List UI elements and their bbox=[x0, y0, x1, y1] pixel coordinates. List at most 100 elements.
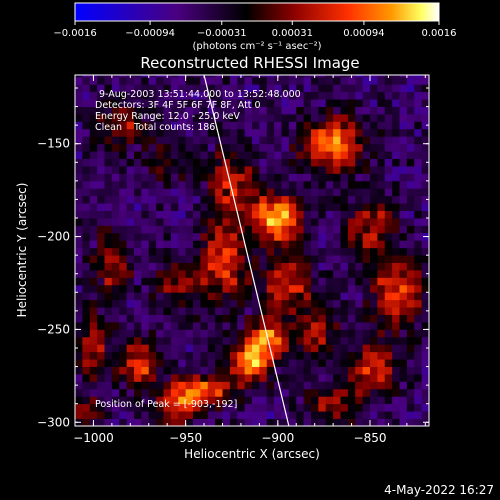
heatmap-cell bbox=[111, 84, 120, 93]
heatmap-cell bbox=[104, 396, 113, 405]
heatmap-cell bbox=[104, 121, 113, 130]
heatmap-cell bbox=[134, 359, 142, 367]
heatmap-cell bbox=[296, 329, 305, 338]
heatmap-cell bbox=[421, 247, 429, 256]
heatmap-cell bbox=[82, 270, 91, 278]
heatmap-cell bbox=[318, 359, 327, 367]
heatmap-cell bbox=[303, 195, 312, 204]
heatmap-cell bbox=[259, 136, 268, 145]
heatmap-cell bbox=[141, 166, 150, 174]
heatmap-cell bbox=[185, 255, 194, 263]
heatmap-cell bbox=[392, 188, 400, 197]
heatmap-cell bbox=[303, 284, 312, 293]
heatmap-cell bbox=[193, 188, 201, 197]
heatmap-cell bbox=[178, 388, 187, 397]
heatmap-cell bbox=[296, 344, 305, 353]
heatmap-cell bbox=[392, 262, 400, 271]
heatmap-cell bbox=[355, 247, 364, 256]
heatmap-cell bbox=[288, 121, 297, 130]
heatmap-cell bbox=[185, 292, 194, 301]
heatmap-cell bbox=[193, 106, 201, 115]
heatmap-cell bbox=[318, 284, 327, 293]
heatmap-cell bbox=[355, 225, 364, 234]
heatmap-cell bbox=[311, 307, 319, 315]
heatmap-cell bbox=[406, 180, 415, 189]
heatmap-cell bbox=[311, 218, 319, 226]
heatmap-cell bbox=[185, 136, 194, 145]
heatmap-cell bbox=[170, 351, 179, 360]
heatmap-cell bbox=[126, 188, 135, 197]
heatmap-cell bbox=[82, 359, 91, 367]
heatmap-cell bbox=[377, 418, 386, 426]
heatmap-cell bbox=[82, 374, 91, 382]
heatmap-cell bbox=[384, 247, 393, 256]
heatmap-cell bbox=[252, 322, 260, 330]
heatmap-cell bbox=[266, 322, 275, 330]
heatmap-cell bbox=[288, 232, 297, 241]
heatmap-cell bbox=[421, 158, 429, 167]
heatmap-cell bbox=[134, 284, 142, 293]
heatmap-cell bbox=[222, 106, 231, 115]
heatmap-cell bbox=[178, 151, 187, 159]
heatmap-cell bbox=[362, 143, 371, 152]
heatmap-cell bbox=[75, 284, 83, 293]
heatmap-cell bbox=[399, 262, 408, 271]
heatmap-cell bbox=[111, 180, 120, 189]
heatmap-cell bbox=[89, 195, 98, 204]
heatmap-cell bbox=[178, 329, 187, 338]
heatmap-cell bbox=[244, 322, 253, 330]
heatmap-cell bbox=[347, 143, 356, 152]
heatmap-cell bbox=[384, 76, 393, 85]
heatmap-cell bbox=[185, 180, 194, 189]
heatmap-cell bbox=[296, 195, 305, 204]
heatmap-cell bbox=[215, 418, 223, 426]
heatmap-cell bbox=[141, 396, 150, 405]
heatmap-cell bbox=[200, 84, 209, 93]
heatmap-cell bbox=[222, 203, 231, 211]
heatmap-cell bbox=[185, 381, 194, 390]
heatmap-cell bbox=[325, 284, 334, 293]
heatmap-cell bbox=[370, 262, 378, 271]
heatmap-cell bbox=[266, 99, 275, 107]
heatmap-cell bbox=[178, 232, 187, 241]
heatmap-cell bbox=[229, 381, 238, 390]
heatmap-cell bbox=[119, 99, 128, 107]
heatmap-cell bbox=[141, 336, 150, 345]
heatmap-cell bbox=[104, 344, 113, 353]
heatmap-cell bbox=[215, 344, 223, 353]
heatmap-cell bbox=[296, 114, 305, 122]
heatmap-cell bbox=[178, 418, 187, 426]
heatmap-cell bbox=[274, 203, 282, 211]
heatmap-cell bbox=[207, 91, 216, 100]
y-axis-ticks: −300−250−200−150 bbox=[37, 87, 429, 429]
heatmap-cell bbox=[89, 232, 98, 241]
heatmap-cell bbox=[347, 240, 356, 249]
heatmap-cell bbox=[377, 188, 386, 197]
heatmap-cell bbox=[89, 173, 98, 182]
heatmap-cell bbox=[399, 151, 408, 159]
heatmap-cell bbox=[303, 247, 312, 256]
heatmap-cell bbox=[244, 329, 253, 338]
heatmap-cell bbox=[185, 388, 194, 397]
heatmap-cell bbox=[384, 322, 393, 330]
heatmap-cell bbox=[148, 381, 157, 390]
heatmap-cell bbox=[362, 158, 371, 167]
heatmap-cell bbox=[311, 418, 319, 426]
heatmap-cell bbox=[170, 121, 179, 130]
heatmap-cell bbox=[303, 210, 312, 219]
heatmap-cell bbox=[141, 75, 150, 78]
heatmap-cell bbox=[111, 75, 120, 78]
heatmap-cell bbox=[311, 225, 319, 234]
heatmap-cell bbox=[178, 366, 187, 375]
heatmap-cell bbox=[421, 99, 429, 107]
heatmap-cell bbox=[200, 218, 209, 226]
heatmap-cell bbox=[414, 299, 423, 308]
heatmap-cell bbox=[97, 114, 105, 122]
heatmap-cell bbox=[259, 277, 268, 286]
heatmap-cell bbox=[347, 381, 356, 390]
heatmap-cell bbox=[163, 411, 172, 419]
heatmap-cell bbox=[333, 381, 341, 390]
heatmap-cell bbox=[229, 143, 238, 152]
heatmap-cell bbox=[163, 210, 172, 219]
heatmap-cell bbox=[141, 218, 150, 226]
